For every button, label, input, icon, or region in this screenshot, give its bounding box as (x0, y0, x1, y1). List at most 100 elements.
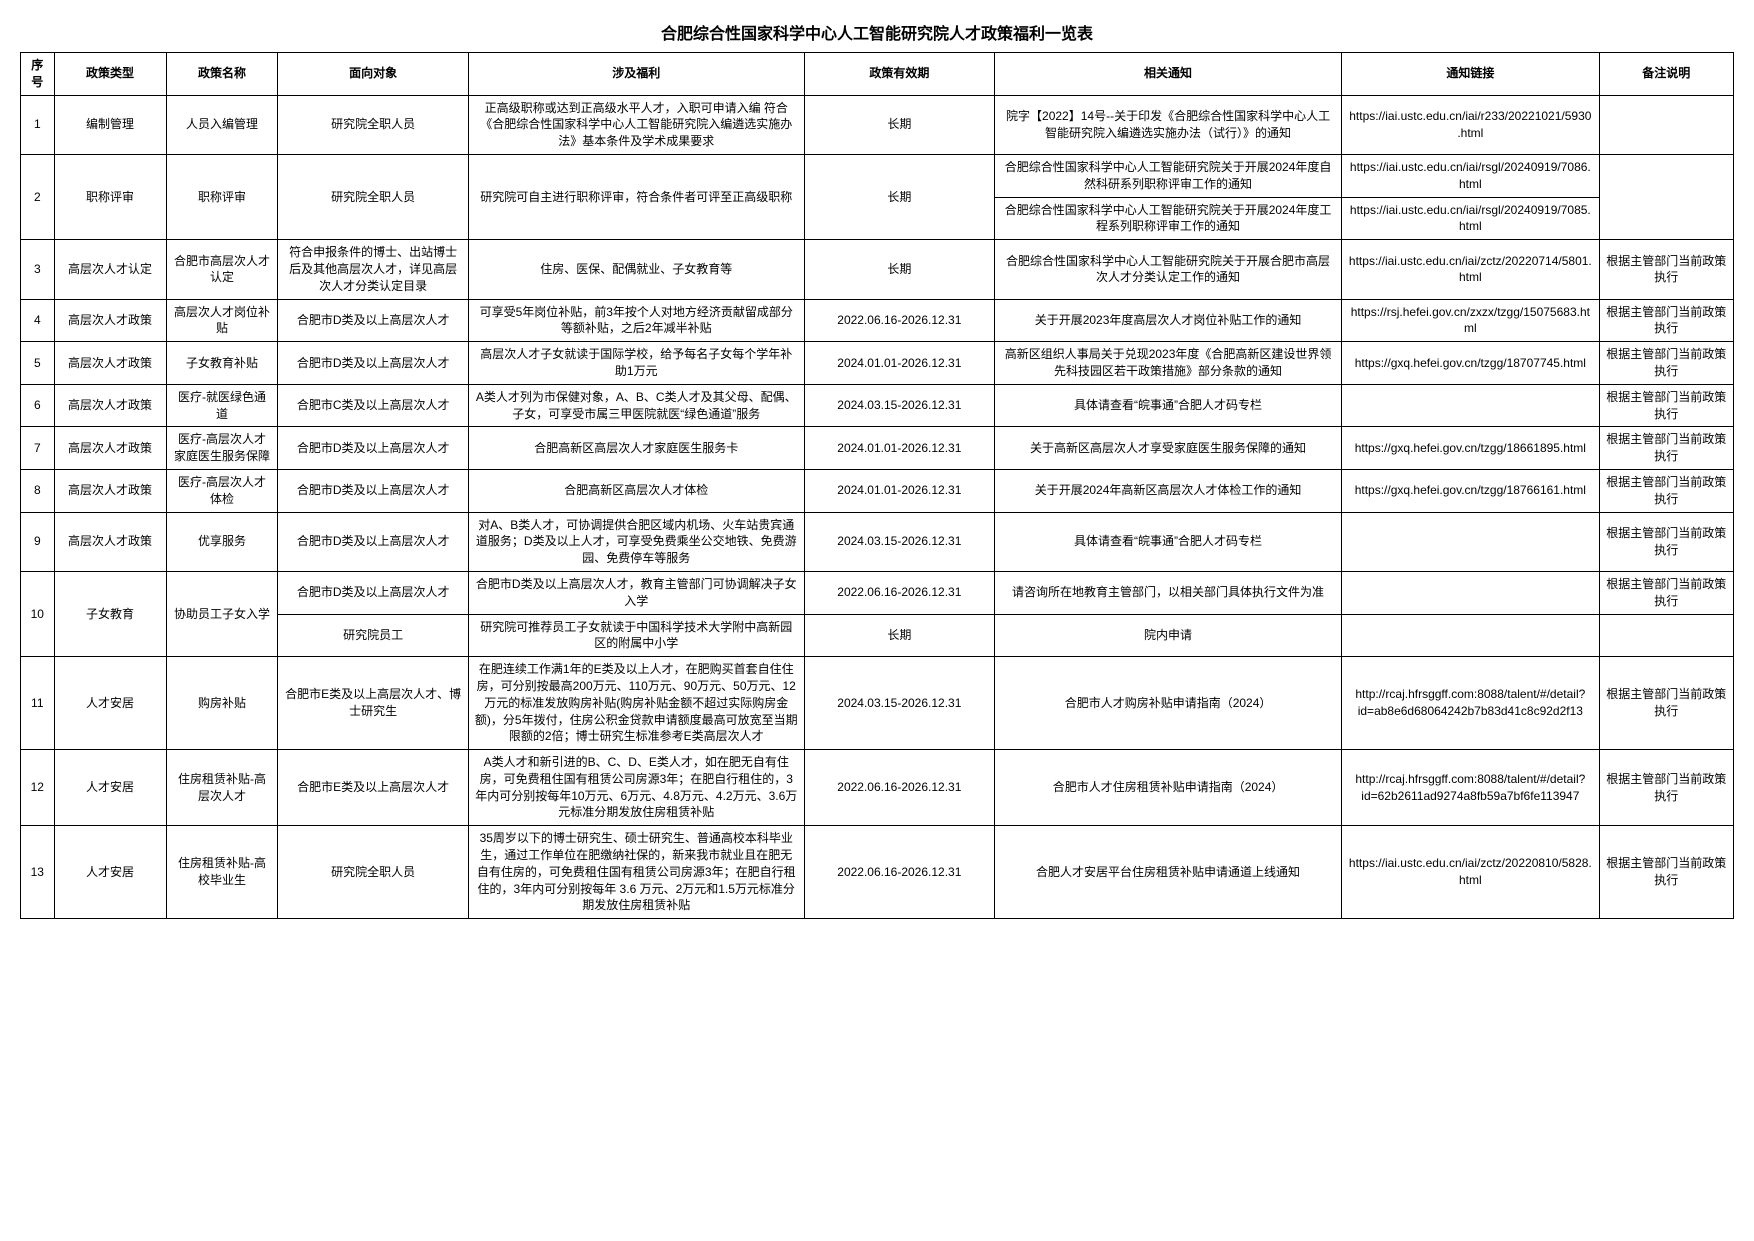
cell-benefit: 可享受5年岗位补贴，前3年按个人对地方经济贡献留成部分等额补贴，之后2年减半补贴 (468, 299, 804, 342)
table-row: 3 高层次人才认定 合肥市高层次人才认定 符合申报条件的博士、出站博士后及其他高… (21, 240, 1734, 299)
cell-notice: 请咨询所在地教育主管部门，以相关部门具体执行文件为准 (995, 571, 1342, 614)
cell-notice: 合肥市人才购房补贴申请指南（2024） (995, 657, 1342, 750)
cell-valid: 长期 (804, 95, 994, 154)
cell-seq: 1 (21, 95, 55, 154)
cell-remark: 根据主管部门当前政策执行 (1599, 342, 1733, 385)
cell-name: 医疗-高层次人才家庭医生服务保障 (166, 427, 278, 470)
cell-valid: 长期 (804, 240, 994, 299)
cell-valid: 2022.06.16-2026.12.31 (804, 299, 994, 342)
cell-link: https://iai.ustc.edu.cn/iai/r233/2022102… (1342, 95, 1600, 154)
cell-benefit: 合肥市D类及以上高层次人才，教育主管部门可协调解决子女入学 (468, 571, 804, 614)
cell-link: https://gxq.hefei.gov.cn/tzgg/18707745.h… (1342, 342, 1600, 385)
cell-seq: 2 (21, 154, 55, 239)
cell-benefit: 正高级职称或达到正高级水平人才，入职可申请入编 符合《合肥综合性国家科学中心人工… (468, 95, 804, 154)
cell-link: https://iai.ustc.edu.cn/iai/rsgl/2024091… (1342, 154, 1600, 197)
col-name: 政策名称 (166, 53, 278, 96)
cell-target: 合肥市E类及以上高层次人才 (278, 750, 468, 826)
cell-remark: 根据主管部门当前政策执行 (1599, 512, 1733, 571)
cell-notice: 院内申请 (995, 614, 1342, 657)
cell-target: 研究院全职人员 (278, 95, 468, 154)
cell-type: 子女教育 (54, 571, 166, 656)
cell-valid: 2022.06.16-2026.12.31 (804, 826, 994, 919)
cell-remark: 根据主管部门当前政策执行 (1599, 657, 1733, 750)
cell-remark (1599, 154, 1733, 239)
cell-type: 职称评审 (54, 154, 166, 239)
cell-name: 医疗-就医绿色通道 (166, 384, 278, 427)
cell-remark (1599, 614, 1733, 657)
cell-target: 合肥市D类及以上高层次人才 (278, 342, 468, 385)
cell-notice: 具体请查看“皖事通”合肥人才码专栏 (995, 512, 1342, 571)
cell-seq: 12 (21, 750, 55, 826)
cell-notice: 高新区组织人事局关于兑现2023年度《合肥高新区建设世界领先科技园区若干政策措施… (995, 342, 1342, 385)
cell-name: 优享服务 (166, 512, 278, 571)
col-target: 面向对象 (278, 53, 468, 96)
cell-remark: 根据主管部门当前政策执行 (1599, 384, 1733, 427)
cell-remark: 根据主管部门当前政策执行 (1599, 240, 1733, 299)
cell-target: 研究院员工 (278, 614, 468, 657)
cell-type: 人才安居 (54, 657, 166, 750)
cell-link: http://rcaj.hfrsggff.com:8088/talent/#/d… (1342, 657, 1600, 750)
cell-benefit: 高层次人才子女就读于国际学校，给予每名子女每个学年补助1万元 (468, 342, 804, 385)
cell-notice: 合肥市人才住房租赁补贴申请指南（2024） (995, 750, 1342, 826)
cell-target: 合肥市E类及以上高层次人才、博士研究生 (278, 657, 468, 750)
cell-remark: 根据主管部门当前政策执行 (1599, 750, 1733, 826)
cell-type: 高层次人才政策 (54, 384, 166, 427)
cell-valid: 2024.01.01-2026.12.31 (804, 427, 994, 470)
cell-type: 人才安居 (54, 826, 166, 919)
cell-notice: 关于开展2024年高新区高层次人才体检工作的通知 (995, 469, 1342, 512)
cell-valid: 2024.01.01-2026.12.31 (804, 342, 994, 385)
table-row: 研究院员工 研究院可推荐员工子女就读于中国科学技术大学附中高新园区的附属中小学 … (21, 614, 1734, 657)
cell-seq: 10 (21, 571, 55, 656)
cell-benefit: A类人才列为市保健对象，A、B、C类人才及其父母、配偶、子女，可享受市属三甲医院… (468, 384, 804, 427)
cell-type: 人才安居 (54, 750, 166, 826)
cell-benefit: A类人才和新引进的B、C、D、E类人才，如在肥无自有住房，可免费租住国有租赁公司… (468, 750, 804, 826)
cell-name: 子女教育补贴 (166, 342, 278, 385)
cell-benefit: 在肥连续工作满1年的E类及以上人才，在肥购买首套自住住房，可分别按最高200万元… (468, 657, 804, 750)
cell-notice: 合肥综合性国家科学中心人工智能研究院关于开展2024年度工程系列职称评审工作的通… (995, 197, 1342, 240)
cell-valid: 2022.06.16-2026.12.31 (804, 750, 994, 826)
cell-target: 合肥市C类及以上高层次人才 (278, 384, 468, 427)
col-benefit: 涉及福利 (468, 53, 804, 96)
cell-link (1342, 571, 1600, 614)
table-row: 11 人才安居 购房补贴 合肥市E类及以上高层次人才、博士研究生 在肥连续工作满… (21, 657, 1734, 750)
cell-target: 合肥市D类及以上高层次人才 (278, 299, 468, 342)
cell-seq: 8 (21, 469, 55, 512)
page-title: 合肥综合性国家科学中心人工智能研究院人才政策福利一览表 (20, 20, 1734, 44)
cell-name: 住房租赁补贴-高层次人才 (166, 750, 278, 826)
cell-link: https://gxq.hefei.gov.cn/tzgg/18766161.h… (1342, 469, 1600, 512)
cell-target: 合肥市D类及以上高层次人才 (278, 512, 468, 571)
cell-seq: 11 (21, 657, 55, 750)
cell-type: 高层次人才政策 (54, 469, 166, 512)
cell-target: 合肥市D类及以上高层次人才 (278, 427, 468, 470)
cell-target: 研究院全职人员 (278, 154, 468, 239)
table-header-row: 序号 政策类型 政策名称 面向对象 涉及福利 政策有效期 相关通知 通知链接 备… (21, 53, 1734, 96)
col-notice: 相关通知 (995, 53, 1342, 96)
cell-remark: 根据主管部门当前政策执行 (1599, 571, 1733, 614)
table-row: 13 人才安居 住房租赁补贴-高校毕业生 研究院全职人员 35周岁以下的博士研究… (21, 826, 1734, 919)
cell-notice: 院字【2022】14号--关于印发《合肥综合性国家科学中心人工智能研究院入编遴选… (995, 95, 1342, 154)
cell-link: http://rcaj.hfrsggff.com:8088/talent/#/d… (1342, 750, 1600, 826)
cell-target: 合肥市D类及以上高层次人才 (278, 571, 468, 614)
cell-valid: 2024.03.15-2026.12.31 (804, 512, 994, 571)
cell-remark: 根据主管部门当前政策执行 (1599, 469, 1733, 512)
cell-seq: 4 (21, 299, 55, 342)
cell-name: 高层次人才岗位补贴 (166, 299, 278, 342)
cell-link: https://iai.ustc.edu.cn/iai/rsgl/2024091… (1342, 197, 1600, 240)
cell-name: 住房租赁补贴-高校毕业生 (166, 826, 278, 919)
cell-benefit: 研究院可推荐员工子女就读于中国科学技术大学附中高新园区的附属中小学 (468, 614, 804, 657)
cell-notice: 合肥综合性国家科学中心人工智能研究院关于开展合肥市高层次人才分类认定工作的通知 (995, 240, 1342, 299)
table-row: 6 高层次人才政策 医疗-就医绿色通道 合肥市C类及以上高层次人才 A类人才列为… (21, 384, 1734, 427)
cell-benefit: 研究院可自主进行职称评审，符合条件者可评至正高级职称 (468, 154, 804, 239)
col-seq: 序号 (21, 53, 55, 96)
cell-name: 合肥市高层次人才认定 (166, 240, 278, 299)
col-valid: 政策有效期 (804, 53, 994, 96)
table-row: 7 高层次人才政策 医疗-高层次人才家庭医生服务保障 合肥市D类及以上高层次人才… (21, 427, 1734, 470)
cell-benefit: 对A、B类人才，可协调提供合肥区域内机场、火车站贵宾通道服务；D类及以上人才，可… (468, 512, 804, 571)
cell-link (1342, 384, 1600, 427)
cell-seq: 5 (21, 342, 55, 385)
cell-link: https://iai.ustc.edu.cn/iai/zctz/2022071… (1342, 240, 1600, 299)
col-link: 通知链接 (1342, 53, 1600, 96)
col-type: 政策类型 (54, 53, 166, 96)
cell-seq: 3 (21, 240, 55, 299)
cell-link: https://iai.ustc.edu.cn/iai/zctz/2022081… (1342, 826, 1600, 919)
